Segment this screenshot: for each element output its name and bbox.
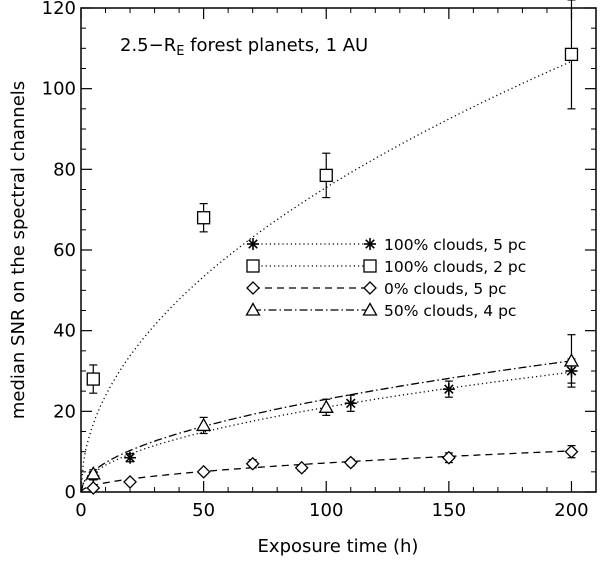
legend-item: 0% clouds, 5 pc: [246, 280, 507, 298]
square-marker: [319, 168, 333, 183]
triangle-marker: [196, 417, 212, 432]
triangle-marker: [245, 302, 261, 316]
x-tick-label: 150: [432, 500, 466, 521]
diamond-marker: [123, 474, 137, 489]
legend: 100% clouds, 5 pc 100% clouds, 2 pc 0% clo…: [245, 236, 526, 320]
data-point: [196, 464, 211, 479]
diamond-marker: [564, 444, 579, 459]
triangle-marker: [362, 302, 378, 316]
square-marker: [246, 259, 260, 273]
legend-label: 0% clouds, 5 pc: [384, 280, 507, 298]
data-point: [318, 398, 334, 416]
data-point: [442, 380, 455, 398]
triangle-marker: [318, 399, 334, 413]
diamond-marker: [245, 456, 260, 471]
asterisk-marker: [442, 383, 455, 396]
legend-label: 100% clouds, 2 pc: [384, 258, 526, 276]
data-point: [86, 364, 100, 394]
data-point: [245, 456, 260, 471]
legend-label: 50% clouds, 4 pc: [384, 302, 516, 320]
triangle-marker: [85, 466, 101, 480]
y-tick-label: 20: [53, 401, 76, 422]
y-tick-label: 120: [42, 0, 76, 19]
x-tick-label: 100: [309, 500, 343, 521]
data-point: [196, 203, 211, 233]
x-tick-label: 200: [554, 500, 588, 521]
data-point: [344, 394, 357, 412]
legend-label: 100% clouds, 5 pc: [384, 236, 526, 254]
x-tick-label: 0: [75, 500, 86, 521]
asterisk-marker: [344, 397, 357, 410]
data-point: [563, 334, 580, 388]
y-tick-label: 80: [53, 159, 76, 180]
diamond-marker: [343, 455, 358, 470]
triangle-marker: [563, 353, 580, 367]
data-point: [343, 455, 358, 470]
y-tick-label: 100: [42, 79, 76, 100]
square-marker: [363, 259, 377, 273]
legend-item: 100% clouds, 2 pc: [246, 258, 526, 276]
diamond-marker: [363, 281, 377, 295]
x-axis-label: Exposure time (h): [258, 536, 419, 557]
y-tick-label: 40: [53, 321, 76, 342]
diamond-marker: [196, 464, 211, 479]
data-point: [441, 450, 456, 465]
data-point: [564, 0, 579, 110]
data-point: [123, 474, 137, 489]
y-tick-label: 0: [65, 482, 76, 503]
square-marker: [86, 372, 100, 386]
diamond-marker: [441, 450, 456, 465]
diamond-marker: [86, 481, 101, 495]
legend-item: 50% clouds, 4 pc: [245, 302, 516, 320]
fit-curve-line: [80, 60, 572, 493]
data-point: [319, 152, 333, 199]
square-marker: [564, 47, 579, 62]
diamond-marker: [246, 281, 260, 295]
data-point: [124, 451, 137, 464]
data-point: [86, 481, 101, 495]
data-point: [85, 466, 101, 480]
square-marker: [196, 211, 211, 225]
data-point: [196, 416, 212, 435]
diamond-marker: [294, 460, 309, 475]
data-point: [564, 444, 579, 459]
asterisk-marker: [364, 238, 376, 250]
asterisk-marker: [247, 238, 259, 250]
y-tick-label: 60: [53, 240, 76, 261]
y-axis-label: median SNR on the spectral channels: [8, 81, 29, 419]
legend-item: 100% clouds, 5 pc: [247, 236, 526, 254]
x-tick-label: 50: [192, 500, 215, 521]
data-points: [85, 0, 580, 495]
data-point: [294, 460, 309, 475]
axis-ticks: 0 50 100 150 200 0 20 40 60 80 100 120: [42, 0, 596, 521]
fit-curve-line: [80, 450, 572, 493]
asterisk-marker: [124, 451, 137, 464]
chart-annotation: 2.5−RE forest planets, 1 AU: [120, 35, 368, 59]
